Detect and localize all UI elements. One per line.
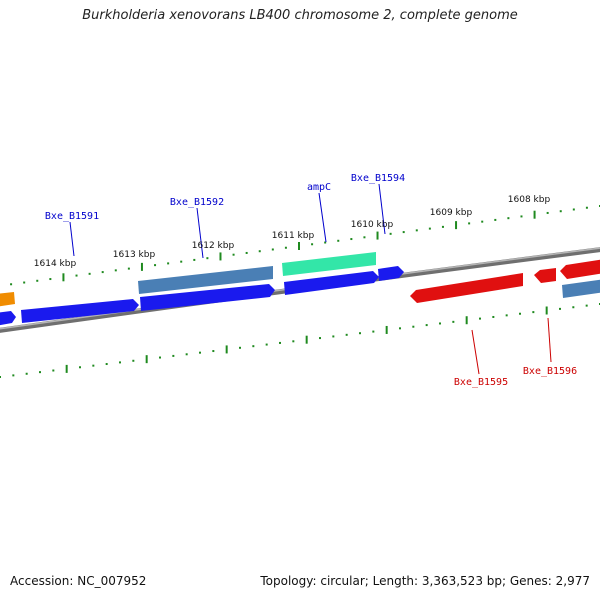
gene-label-bxe-b1592[interactable]: Bxe_B1592 (170, 197, 224, 208)
feature-arrow-forward[interactable] (0, 311, 16, 326)
feature-arrow-reverse-alt[interactable] (562, 279, 600, 298)
feature-arrow-reverse[interactable] (534, 268, 556, 283)
gene-label-bxe-b1591[interactable]: Bxe_B1591 (45, 211, 99, 222)
feature-arrow-reverse[interactable] (410, 273, 523, 303)
genome-summary-text: Topology: circular; Length: 3,363,523 bp… (260, 574, 590, 588)
feature-arrow-forward[interactable] (284, 271, 379, 295)
gene-label-ampc[interactable]: ampC (307, 182, 331, 193)
tick-label: 1611 kbp (272, 231, 315, 241)
tick-label: 1614 kbp (34, 259, 77, 269)
map-title: Burkholderia xenovorans LB400 chromosome… (82, 8, 518, 23)
tick-label: 1608 kbp (508, 195, 551, 205)
tick-label: 1612 kbp (192, 241, 235, 251)
gene-label-bxe-b1595[interactable]: Bxe_B1595 (454, 377, 508, 388)
feature-arrow-forward[interactable] (140, 284, 275, 311)
feature-arrow-forward-alt[interactable] (138, 266, 273, 294)
tick-label: 1609 kbp (430, 208, 473, 218)
gene-label-bxe-b1594[interactable]: Bxe_B1594 (351, 173, 405, 184)
tick-label: 1613 kbp (113, 250, 156, 260)
reverse-strand-features (410, 259, 600, 303)
gene-labels: Bxe_B1591 Bxe_B1592 ampC Bxe_B1594 Bxe_B… (45, 173, 577, 388)
feature-arrow-other[interactable] (0, 292, 15, 307)
gene-label-leaders (69, 183, 552, 375)
forward-strand-features (0, 252, 404, 326)
feature-arrow-forward[interactable] (378, 266, 404, 281)
feature-arrow-reverse[interactable] (560, 259, 600, 279)
tick-marks (0, 205, 600, 378)
feature-arrow-forward-highlight[interactable] (282, 252, 376, 276)
accession-text: Accession: NC_007952 (10, 574, 147, 588)
tick-labels: 1614 kbp 1613 kbp 1612 kbp 1611 kbp 1610… (34, 195, 551, 269)
feature-arrow-forward[interactable] (21, 299, 139, 323)
tick-label: 1610 kbp (351, 220, 394, 230)
gene-label-bxe-b1596[interactable]: Bxe_B1596 (523, 366, 577, 377)
